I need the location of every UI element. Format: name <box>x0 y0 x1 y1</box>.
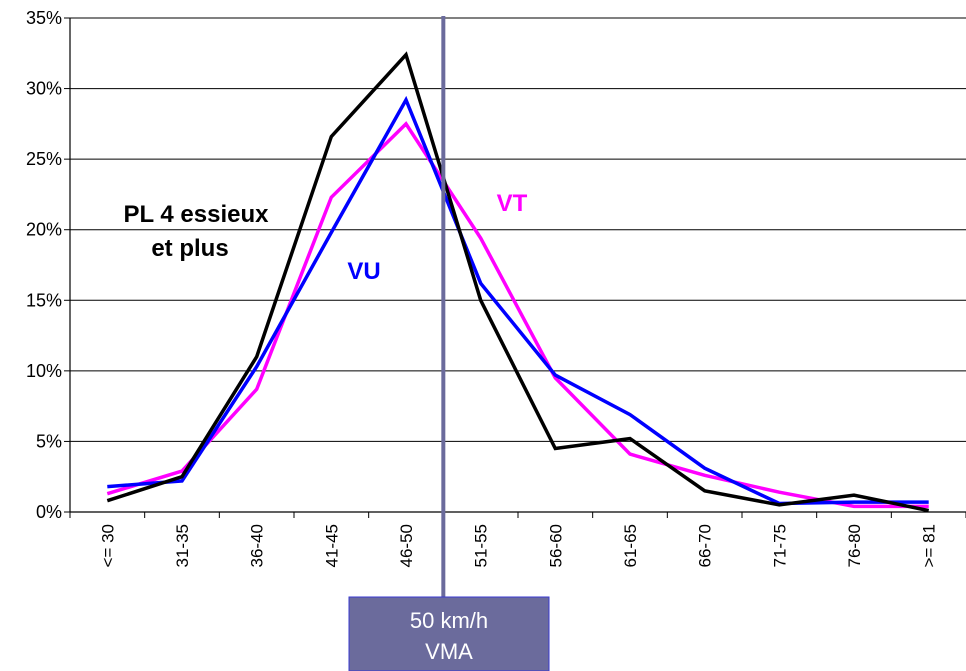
x-tick-label: 31-35 <box>173 524 192 567</box>
vma-label-text: VMA <box>425 639 473 664</box>
y-tick-label: 5% <box>36 431 62 451</box>
x-tick-label: 51-55 <box>472 524 491 567</box>
series-lines <box>106 51 930 513</box>
series-line-vu <box>107 95 929 506</box>
series-line-vt <box>106 121 929 509</box>
x-tick-label: 56-60 <box>546 524 565 567</box>
series-label-vt: VT <box>497 190 528 217</box>
x-tick-label: 61-65 <box>621 524 640 567</box>
series-line-pl <box>106 51 930 513</box>
y-tick-label: 0% <box>36 502 62 522</box>
y-tick-label: 10% <box>26 361 62 381</box>
x-tick-label: >= 81 <box>920 524 939 568</box>
y-tick-labels: 0% 5% 10% 15% 20% 25% 30% 35% <box>26 8 62 522</box>
x-tick-label: 46-50 <box>397 524 416 567</box>
x-tick-label: 71-75 <box>770 524 789 567</box>
y-tick-label: 20% <box>26 220 62 240</box>
y-tick-label: 30% <box>26 79 62 99</box>
vma-label-speed: 50 km/h <box>410 608 488 633</box>
vma-label-box <box>348 596 550 671</box>
x-tick-label: 36-40 <box>248 524 267 567</box>
x-tick-label: 41-45 <box>322 524 341 567</box>
series-label-pl-line2: et plus <box>151 235 228 262</box>
x-tick-label: 66-70 <box>696 524 715 567</box>
series-label-vu: VU <box>347 258 380 285</box>
series-label-pl-line1: PL 4 essieux <box>124 201 270 228</box>
y-tick-label: 35% <box>26 8 62 28</box>
grid-lines <box>64 17 966 513</box>
x-tick-label: <= 30 <box>98 524 117 568</box>
y-tick-label: 15% <box>26 290 62 310</box>
x-tick-labels: <= 30 31-35 36-40 41-45 46-50 51-55 56-60 61-65… <box>98 524 938 568</box>
y-tick-label: 25% <box>26 149 62 169</box>
x-tick-label: 76-80 <box>845 524 864 567</box>
